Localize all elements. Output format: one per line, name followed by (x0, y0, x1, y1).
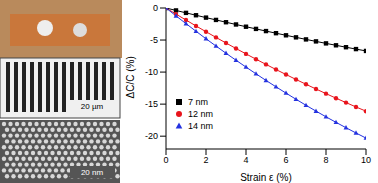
svg-text:-5: -5 (150, 35, 158, 45)
svg-text:2: 2 (203, 155, 208, 165)
html-text:14 nm: 14 nm (188, 121, 213, 131)
svg-text:Strain ε (%): Strain ε (%) (240, 172, 292, 183)
svg-text:6: 6 (283, 155, 288, 165)
svg-text:-10: -10 (145, 67, 158, 77)
svg-text:0: 0 (163, 155, 168, 165)
svg-text:4: 4 (243, 155, 248, 165)
svg-text:-20: -20 (145, 131, 158, 141)
svg-text:-15: -15 (145, 99, 158, 109)
svg-text:20 µm: 20 µm (81, 102, 104, 111)
svg-text:0: 0 (153, 3, 158, 13)
html-text:7 nm: 7 nm (188, 97, 208, 107)
svg-text:8: 8 (323, 155, 328, 165)
svg-text:20 nm: 20 nm (81, 168, 104, 177)
html-text:12 nm: 12 nm (188, 109, 213, 119)
svg-text:ΔC/C (%): ΔC/C (%) (125, 56, 136, 98)
svg-text:10: 10 (361, 155, 370, 165)
